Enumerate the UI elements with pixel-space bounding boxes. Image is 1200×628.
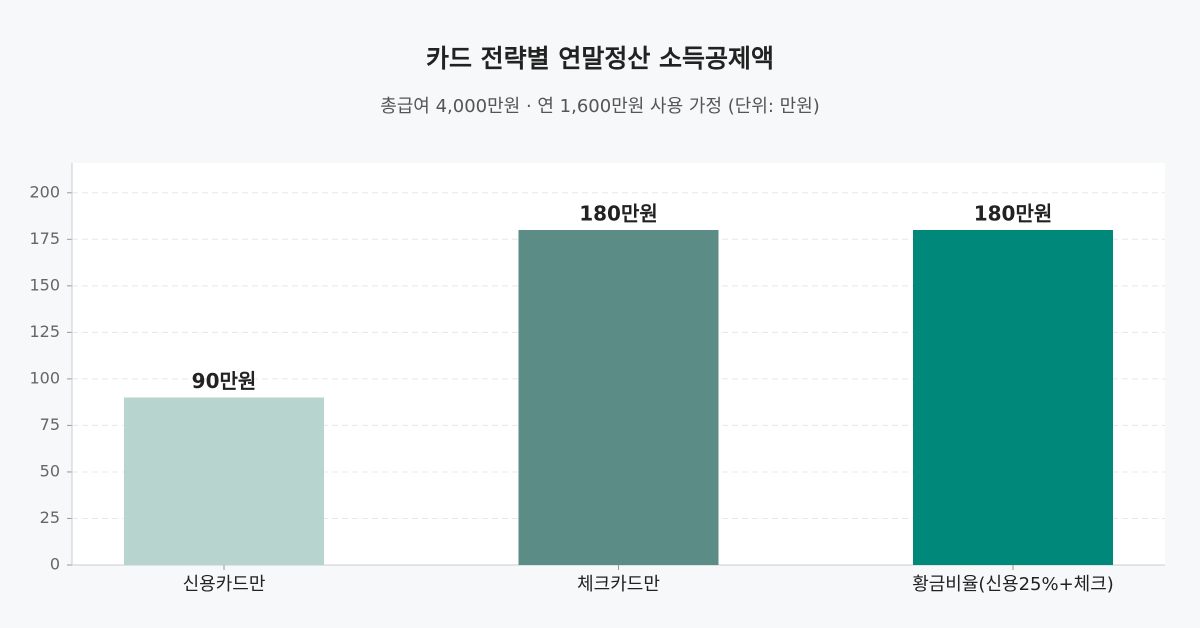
y-tick-label: 150 — [29, 275, 60, 294]
y-tick-label: 200 — [29, 182, 60, 201]
y-tick-label: 100 — [29, 368, 60, 387]
bar — [124, 397, 324, 565]
chart-title: 카드 전략별 연말정산 소득공제액 — [426, 44, 774, 73]
y-tick-label: 75 — [40, 415, 60, 434]
y-tick-label: 0 — [50, 555, 60, 574]
bar — [913, 230, 1113, 565]
y-tick-label: 175 — [29, 229, 60, 248]
value-label: 180만원 — [579, 202, 658, 226]
y-tick-label: 50 — [40, 461, 60, 480]
value-label: 180만원 — [974, 202, 1053, 226]
y-tick-label: 25 — [40, 508, 60, 527]
y-tick-label: 125 — [29, 322, 60, 341]
x-tick-label: 체크카드만 — [577, 574, 660, 595]
chart-subtitle: 총급여 4,000만원 · 연 1,600만원 사용 가정 (단위: 만원) — [380, 96, 820, 117]
x-tick-label: 황금비율(신용25%+체크) — [912, 574, 1114, 595]
value-label: 90만원 — [192, 369, 257, 393]
bar — [518, 230, 719, 565]
x-tick-label: 신용카드만 — [183, 574, 266, 595]
